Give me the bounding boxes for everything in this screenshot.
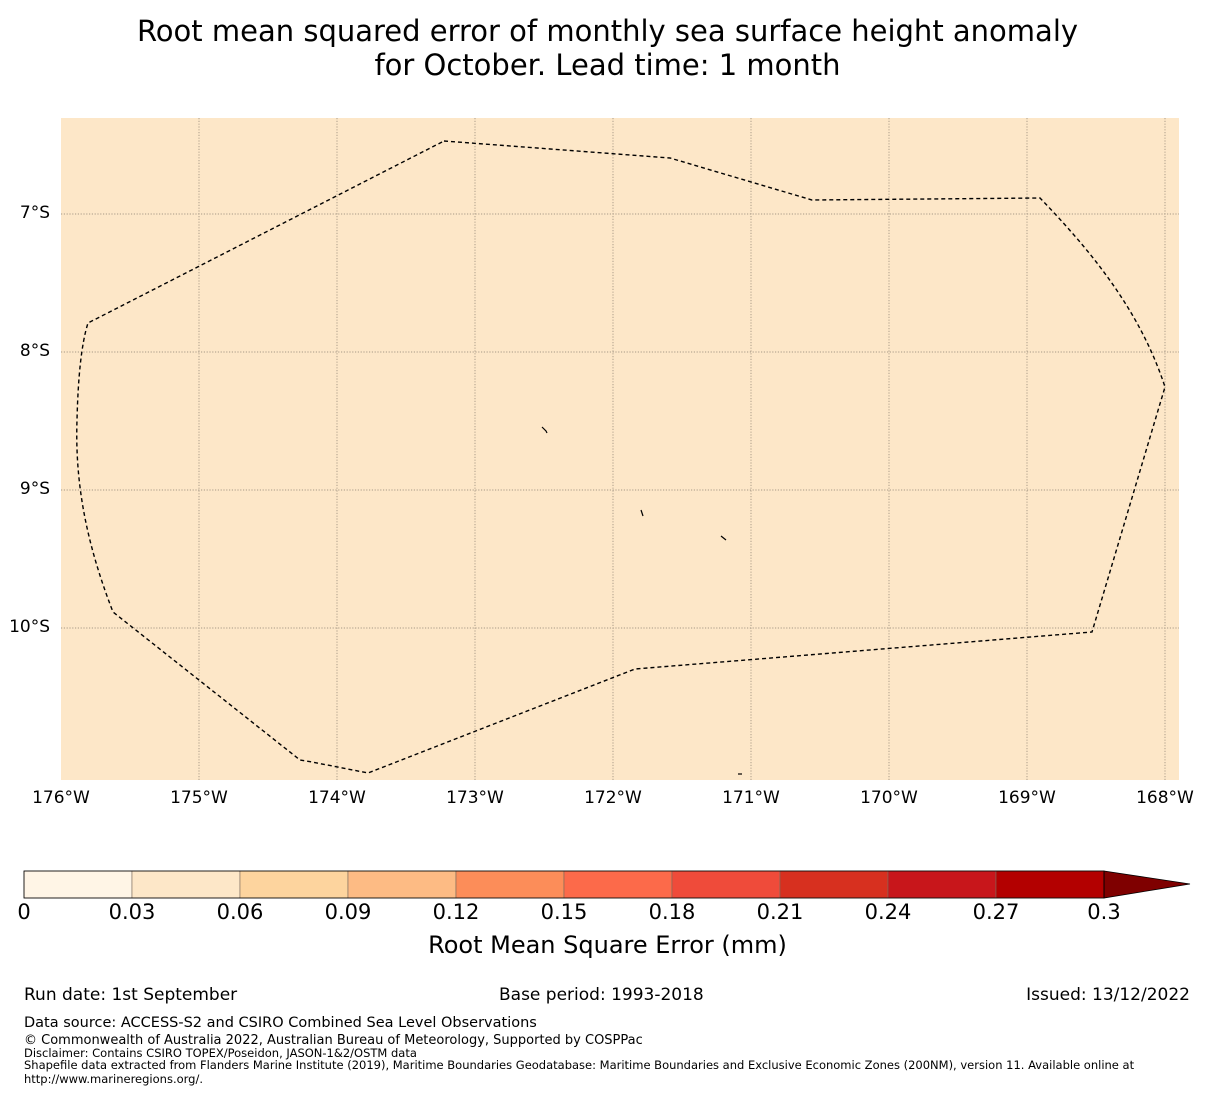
colorbar-segment [239, 870, 349, 899]
colorbar-segment [455, 870, 565, 899]
colorbar-tick-0: 0 [17, 900, 31, 924]
lon-label-171w: 171°W [722, 788, 780, 808]
lat-label-7s: 7°S [19, 203, 50, 223]
colorbar-segment [887, 870, 997, 899]
lon-label-168w: 168°W [1136, 788, 1194, 808]
colorbar-segment [23, 870, 133, 899]
title-line-1: Root mean squared error of monthly sea s… [136, 14, 1079, 48]
colorbar-segment [131, 870, 241, 899]
colorbar-tick-0-09: 0.09 [324, 900, 372, 924]
lat-label-10s: 10°S [9, 617, 50, 637]
colorbar-outline [23, 870, 1105, 899]
copyright: © Commonwealth of Australia 2022, Austra… [24, 1033, 643, 1048]
colorbar [23, 870, 1191, 899]
colorbar-tick-0-24: 0.24 [864, 900, 912, 924]
graticule [61, 118, 1179, 780]
island-atafu [541, 426, 548, 434]
lon-label-176w: 176°W [32, 788, 90, 808]
colorbar-tick-0-06: 0.06 [216, 900, 264, 924]
colorbar-segment [671, 870, 781, 899]
lon-label-175w: 175°W [170, 788, 228, 808]
chart-title: Root mean squared error of monthly sea s… [0, 14, 1215, 82]
colorbar-tick-0-3: 0.3 [1087, 900, 1121, 924]
lon-label-169w: 169°W [998, 788, 1056, 808]
lon-label-174w: 174°W [308, 788, 366, 808]
island-nukunonu [640, 509, 644, 517]
disclaimer: Disclaimer: Contains CSIRO TOPEX/Poseido… [24, 1046, 417, 1060]
shapefile-credit-line-2: http://www.marineregions.org/. [24, 1072, 203, 1086]
lat-label-9s: 9°S [19, 479, 50, 499]
colorbar-tick-0-21: 0.21 [756, 900, 804, 924]
lon-label-170w: 170°W [860, 788, 918, 808]
lat-label-8s: 8°S [19, 341, 50, 361]
colorbar-segments [23, 870, 1105, 899]
lon-label-173w: 173°W [446, 788, 504, 808]
colorbar-tick-0-12: 0.12 [432, 900, 480, 924]
colorbar-label: Root Mean Square Error (mm) [428, 931, 787, 959]
colorbar-segment [563, 870, 673, 899]
islands [541, 426, 742, 775]
map-panel [61, 118, 1179, 780]
colorbar-tick-0-18: 0.18 [648, 900, 696, 924]
lon-label-172w: 172°W [584, 788, 642, 808]
colorbar-tick-0-27: 0.27 [972, 900, 1020, 924]
shapefile-credit-line-1: Shapefile data extracted from Flanders M… [24, 1058, 1135, 1072]
colorbar-tick-0-15: 0.15 [540, 900, 588, 924]
colorbar-segment [779, 870, 889, 899]
base-period: Base period: 1993-2018 [499, 985, 704, 1005]
colorbar-extend-arrow [1103, 870, 1191, 899]
map-background [61, 118, 1179, 780]
data-source: Data source: ACCESS-S2 and CSIRO Combine… [24, 1015, 537, 1031]
issued-date: Issued: 13/12/2022 [1026, 985, 1190, 1005]
island-fakaofo [720, 535, 727, 541]
colorbar-segment [347, 870, 457, 899]
run-date: Run date: 1st September [24, 985, 238, 1005]
colorbar-tick-0-03: 0.03 [108, 900, 156, 924]
colorbar-segment [995, 870, 1105, 899]
title-line-2: for October. Lead time: 1 month [374, 48, 841, 82]
